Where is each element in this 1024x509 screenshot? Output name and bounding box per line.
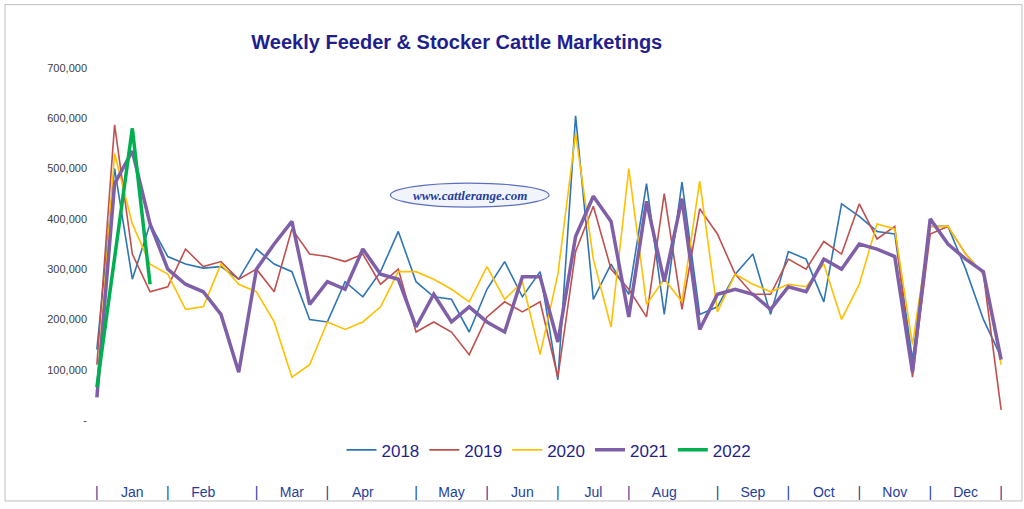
svg-text:|: | xyxy=(716,484,720,500)
svg-text:www.cattlerange.com: www.cattlerange.com xyxy=(413,188,527,203)
svg-text:Nov: Nov xyxy=(882,484,907,500)
svg-text:|: | xyxy=(999,484,1003,500)
svg-text:|: | xyxy=(928,484,932,500)
svg-text:Jul: Jul xyxy=(584,484,602,500)
svg-text:Oct: Oct xyxy=(813,484,835,500)
svg-text:Jun: Jun xyxy=(511,484,534,500)
svg-text:Aug: Aug xyxy=(652,484,677,500)
svg-text:Sep: Sep xyxy=(740,484,765,500)
svg-text:|: | xyxy=(787,484,791,500)
svg-text:200,000: 200,000 xyxy=(47,313,87,325)
svg-text:Jan: Jan xyxy=(121,484,144,500)
svg-text:Mar: Mar xyxy=(280,484,304,500)
svg-text:600,000: 600,000 xyxy=(47,112,87,124)
svg-text:Dec: Dec xyxy=(953,484,978,500)
svg-text:|: | xyxy=(414,484,418,500)
svg-text:2019: 2019 xyxy=(464,442,502,461)
svg-text:|: | xyxy=(556,484,560,500)
svg-text:2022: 2022 xyxy=(713,442,751,461)
svg-text:|: | xyxy=(627,484,631,500)
svg-text:2020: 2020 xyxy=(547,442,585,461)
svg-text:|: | xyxy=(255,484,259,500)
svg-text:|: | xyxy=(166,484,170,500)
svg-text:|: | xyxy=(485,484,489,500)
svg-text:|: | xyxy=(326,484,330,500)
svg-text:May: May xyxy=(438,484,464,500)
svg-text:100,000: 100,000 xyxy=(47,364,87,376)
svg-text:500,000: 500,000 xyxy=(47,162,87,174)
svg-text:2021: 2021 xyxy=(630,442,668,461)
svg-text:300,000: 300,000 xyxy=(47,263,87,275)
svg-text:Weekly Feeder & Stocker Cattle: Weekly Feeder & Stocker Cattle Marketing… xyxy=(251,31,662,53)
svg-text:2018: 2018 xyxy=(382,442,420,461)
svg-text:700,000: 700,000 xyxy=(47,62,87,74)
svg-text:Apr: Apr xyxy=(352,484,374,500)
svg-text:-: - xyxy=(83,414,87,426)
svg-text:400,000: 400,000 xyxy=(47,213,87,225)
svg-text:Feb: Feb xyxy=(191,484,215,500)
svg-text:|: | xyxy=(95,484,99,500)
svg-text:|: | xyxy=(857,484,861,500)
